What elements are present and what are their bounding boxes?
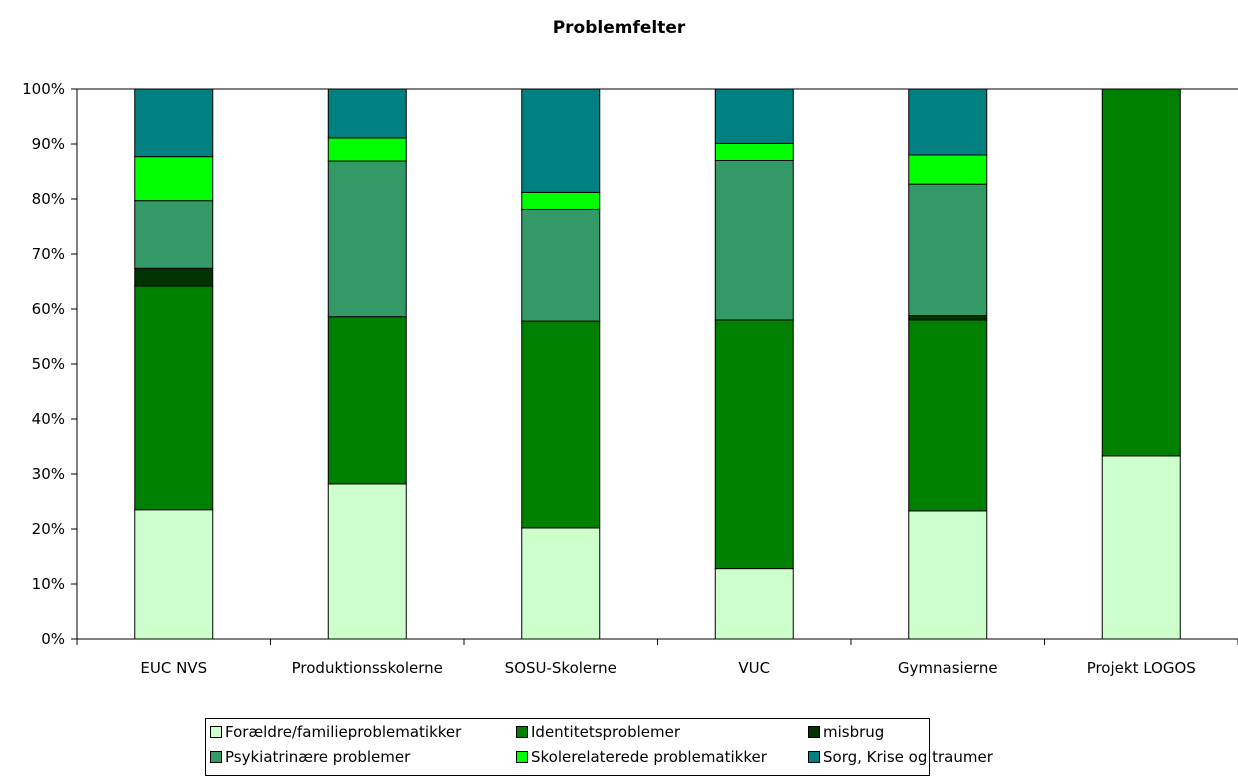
bar-segment-4 <box>327 137 407 162</box>
bar-segment-1 <box>521 320 601 529</box>
bar-segment-4 <box>714 142 794 161</box>
bar-segment-2 <box>134 267 214 287</box>
y-tick-label: 30% <box>32 465 65 483</box>
y-axis-ticks: 0% 10% 20% 30% 40% 50% 60% 70% 80% 90% 100% <box>22 80 77 648</box>
x-axis <box>76 88 1238 645</box>
bar-segment-1 <box>1101 88 1181 457</box>
y-tick-label: 50% <box>32 355 65 373</box>
bar-segment-3 <box>714 160 794 321</box>
legend: Forældre/familieproblematikker Identitets… <box>205 718 993 776</box>
bar-segment-3 <box>134 200 214 269</box>
legend-swatch <box>516 726 528 738</box>
y-tick-label: 80% <box>32 190 65 208</box>
bar-segment-1 <box>714 319 794 570</box>
x-tick-label: EUC NVS <box>140 659 207 677</box>
bar-segment-2 <box>908 315 988 321</box>
bar-segment-5 <box>134 88 214 158</box>
bar-segment-4 <box>908 154 988 185</box>
bar-segment-0 <box>908 510 988 640</box>
bar-segment-1 <box>327 316 407 485</box>
bar-segment-4 <box>521 191 601 210</box>
legend-label: Forældre/familieproblematikker <box>225 723 462 741</box>
x-tick-label: SOSU-Skolerne <box>505 659 617 677</box>
chart-title: Problemfelter <box>552 18 686 38</box>
y-tick-label: 10% <box>32 575 65 593</box>
x-tick-label: Projekt LOGOS <box>1087 659 1196 677</box>
legend-swatch <box>516 751 528 763</box>
y-tick-label: 90% <box>32 135 65 153</box>
y-tick-label: 40% <box>32 410 65 428</box>
y-tick-label: 20% <box>32 520 65 538</box>
bars <box>134 88 1181 640</box>
y-tick-label: 70% <box>32 245 65 263</box>
x-axis-labels: EUC NVS Produktionsskolerne SOSU-Skolerne V… <box>140 659 1195 677</box>
legend-label: Psykiatrinære problemer <box>225 748 411 766</box>
bar-segment-5 <box>327 88 407 139</box>
legend-swatch <box>808 751 820 763</box>
legend-item: Psykiatrinære problemer <box>210 748 410 766</box>
legend-item: Forældre/familieproblematikker <box>210 723 461 741</box>
bar-segment-1 <box>908 319 988 512</box>
bar-segment-0 <box>134 509 214 640</box>
legend-label: misbrug <box>823 723 885 741</box>
bar-segment-3 <box>908 183 988 317</box>
legend-item: Sorg, Krise og traumer <box>808 748 993 766</box>
legend-item: misbrug <box>808 723 884 741</box>
bar-segment-4 <box>134 156 214 202</box>
bar-segment-0 <box>521 527 601 640</box>
legend-label: Sorg, Krise og traumer <box>823 748 993 766</box>
y-tick-label: 0% <box>41 630 65 648</box>
bar-segment-3 <box>327 160 407 318</box>
legend-swatch <box>808 726 820 738</box>
y-tick-label: 100% <box>22 80 65 98</box>
legend-label: Identitetsproblemer <box>531 723 680 741</box>
bar-segment-0 <box>327 483 407 640</box>
x-tick-label: VUC <box>738 659 770 677</box>
legend-item: Skolerelaterede problematikker <box>516 748 767 766</box>
legend-item: Identitetsproblemer <box>516 723 680 741</box>
legend-label: Skolerelaterede problematikker <box>531 748 767 766</box>
legend-swatch <box>210 751 222 763</box>
x-tick-label: Produktionsskolerne <box>292 659 443 677</box>
x-tick-label: Gymnasierne <box>898 659 998 677</box>
bar-segment-5 <box>714 88 794 144</box>
y-tick-label: 60% <box>32 300 65 318</box>
bar-segment-0 <box>1101 455 1181 640</box>
bar-segment-1 <box>134 285 214 511</box>
bar-segment-3 <box>521 208 601 322</box>
bar-segment-5 <box>908 88 988 156</box>
legend-swatch <box>210 726 222 738</box>
bar-segment-0 <box>714 568 794 640</box>
bar-segment-5 <box>521 88 601 193</box>
